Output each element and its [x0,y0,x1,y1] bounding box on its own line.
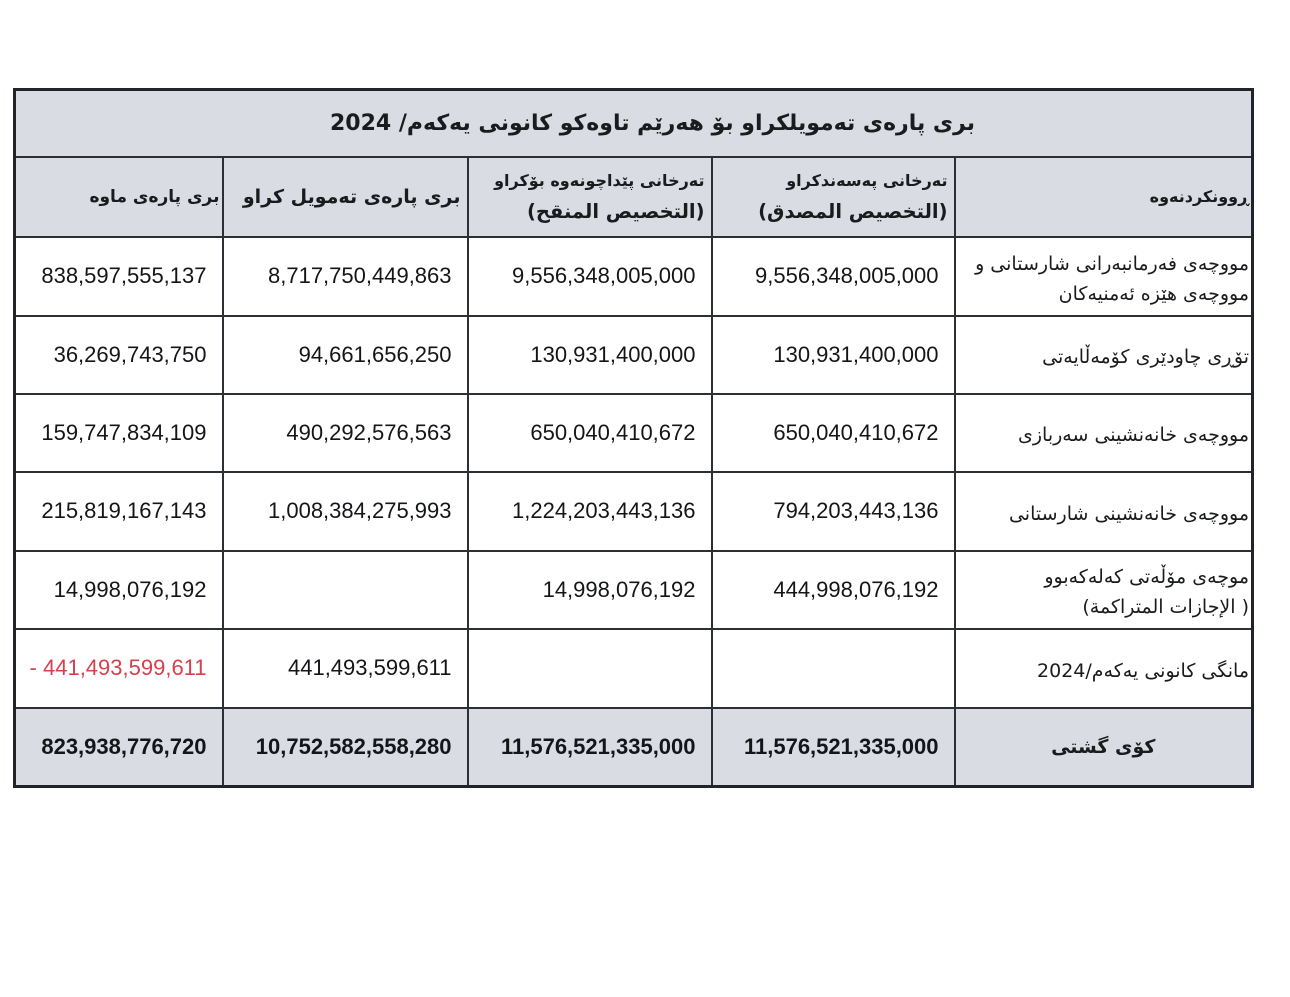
revised-value: 14,998,076,192 [466,549,713,630]
funded-value: 8,717,750,449,863 [221,235,469,317]
column-header-approved: تەرخانی پەسەندکراو (التخصیص المصدق) [710,155,956,238]
remaining-value: 159,747,834,109 [13,392,224,473]
remaining-value: 215,819,167,143 [13,470,224,552]
funded-value: 490,292,576,563 [221,392,469,473]
funded-value: 94,661,656,250 [221,314,469,395]
funded-value: 1,008,384,275,993 [221,470,469,552]
budget-table: بری پارەی تەمویلکراو بۆ هەرێم تاوەکو کان… [13,88,1255,788]
row-label: مووچەی خانەنشینی سەربازی [953,392,1254,473]
total-funded-value: 10,752,582,558,280 [221,706,469,788]
total-remaining-value: 823,938,776,720 [13,706,224,788]
table-row: مووچەی فەرمانبەرانی شارستانی و مووچەی هێ… [13,235,1254,317]
row-label: موچەی مۆڵەتی کەلەکەبوو ( الإجازات المترا… [953,549,1254,630]
row-label: مانگی کانونی یەکەم/2024 [953,627,1254,709]
table-row: تۆڕی چاودێری کۆمەڵایەتی 130,931,400,000 … [13,314,1254,395]
table-title: بری پارەی تەمویلکراو بۆ هەرێم تاوەکو کان… [13,88,1254,158]
column-header-approved-arabic: (التخصیص المصدق) [758,199,948,223]
total-revised-value: 11,576,521,335,000 [466,706,713,788]
table-total-row: کۆی گشتی 11,576,521,335,000 11,576,521,3… [13,706,1254,788]
row-label: مووچەی فەرمانبەرانی شارستانی و مووچەی هێ… [953,235,1254,317]
approved-value: 650,040,410,672 [710,392,956,473]
column-header-revised: تەرخانی پێداچونەوە بۆکراو (التخصیص المنقح… [466,155,713,238]
column-header-funded: بری پارەی تەمویل کراو [221,155,469,238]
revised-value: 130,931,400,000 [466,314,713,395]
revised-value: 1,224,203,443,136 [466,470,713,552]
remaining-value: 36,269,743,750 [13,314,224,395]
approved-value: 130,931,400,000 [710,314,956,395]
column-header-revised-kurdish: تەرخانی پێداچونەوە بۆکراو [494,170,705,190]
column-header-explanation: ڕوونکردنەوە [953,155,1254,238]
column-header-approved-kurdish: تەرخانی پەسەندکراو [786,170,948,190]
approved-value: 9,556,348,005,000 [710,235,956,317]
revised-value: 650,040,410,672 [466,392,713,473]
table-row: مووچەی خانەنشینی سەربازی 650,040,410,672… [13,392,1254,473]
table-row: مووچەی خانەنشینی شارستانی 794,203,443,13… [13,470,1254,552]
revised-value: 9,556,348,005,000 [466,235,713,317]
approved-value [710,627,956,709]
table-title-row: بری پارەی تەمویلکراو بۆ هەرێم تاوەکو کان… [13,88,1254,158]
column-header-revised-arabic: (التخصیص المنقح) [526,199,705,223]
remaining-value: 838,597,555,137 [13,235,224,317]
funded-value [221,549,469,630]
row-label: مووچەی خانەنشینی شارستانی [953,470,1254,552]
approved-value: 444,998,076,192 [710,549,956,630]
column-header-remaining: بری پارەی ماوە [13,155,224,238]
row-label: تۆڕی چاودێری کۆمەڵایەتی [953,314,1254,395]
table-row: موچەی مۆڵەتی کەلەکەبوو ( الإجازات المترا… [13,549,1254,630]
table-header-row: ڕوونکردنەوە تەرخانی پەسەندکراو (التخصیص ا… [13,155,1254,238]
funded-value: 441,493,599,611 [221,627,469,709]
remaining-value-negative: - 441,493,599,611 [13,627,224,709]
approved-value: 794,203,443,136 [710,470,956,552]
remaining-value: 14,998,076,192 [13,549,224,630]
total-label: کۆی گشتی [953,706,1254,788]
table-row: مانگی کانونی یەکەم/2024 441,493,599,611 … [13,627,1254,709]
total-approved-value: 11,576,521,335,000 [710,706,956,788]
revised-value [466,627,713,709]
